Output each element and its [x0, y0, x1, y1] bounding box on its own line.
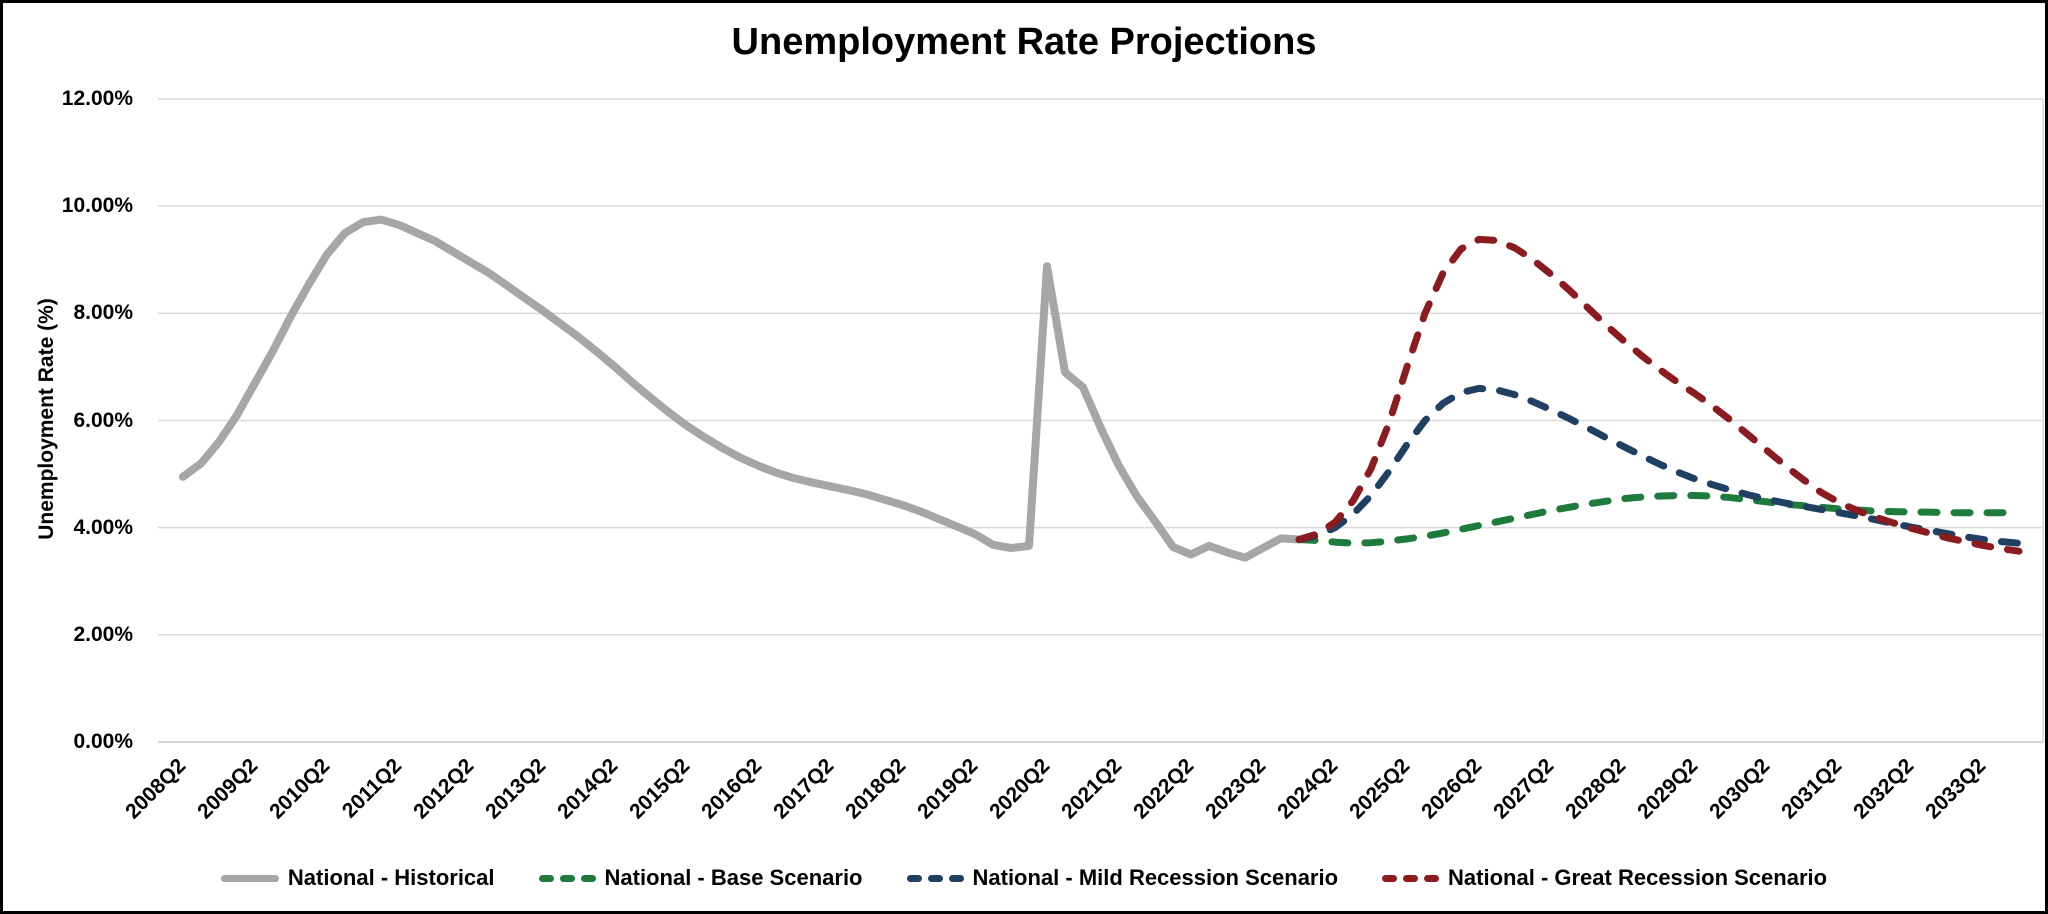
- legend-label: National - Historical: [287, 865, 495, 890]
- legend-dash: [906, 874, 922, 882]
- chart-title: Unemployment Rate Projections: [731, 21, 1317, 63]
- legend-item: National - Great Recession Scenario: [1382, 865, 1827, 891]
- legend: National - Historical National - Base Sce…: [3, 855, 2045, 901]
- y-tick-label: 10.00%: [61, 194, 133, 218]
- legend-dash: [1382, 874, 1398, 882]
- series-line-national-base-scenario: [1295, 492, 2023, 547]
- series-line-national-historical: [179, 215, 1303, 562]
- series-line-national-great-recession-scenario: [1295, 235, 2023, 555]
- y-tick-label: 12.00%: [61, 87, 133, 110]
- plot-area: [158, 98, 2044, 743]
- legend-dash: [1424, 874, 1440, 882]
- legend-marker: [1382, 874, 1440, 882]
- legend-dash: [927, 874, 943, 882]
- legend-marker: [906, 874, 964, 882]
- y-tick-label: 8.00%: [73, 301, 133, 325]
- legend-label: National - Base Scenario: [604, 865, 863, 890]
- legend-item: National - Base Scenario: [538, 865, 863, 891]
- legend-label: National - Great Recession Scenario: [1448, 865, 1828, 890]
- legend-label: National - Mild Recession Scenario: [972, 865, 1339, 890]
- legend-dash: [948, 874, 964, 882]
- legend-dash: [1403, 874, 1419, 882]
- legend-marker: [220, 874, 279, 882]
- y-tick-label: 6.00%: [73, 408, 133, 432]
- legend-item: National - Mild Recession Scenario: [906, 865, 1339, 891]
- legend-item: National - Historical: [220, 865, 495, 891]
- legend-dash: [559, 874, 575, 882]
- y-tick-label: 0.00%: [73, 730, 133, 753]
- legend-dash: [538, 874, 554, 882]
- legend-marker: [538, 874, 596, 882]
- y-tick-label: 2.00%: [73, 622, 133, 646]
- series-line-national-mild-recession-scenario: [1295, 384, 2023, 547]
- legend-dash: [580, 874, 596, 882]
- y-tick-label: 4.00%: [73, 515, 133, 539]
